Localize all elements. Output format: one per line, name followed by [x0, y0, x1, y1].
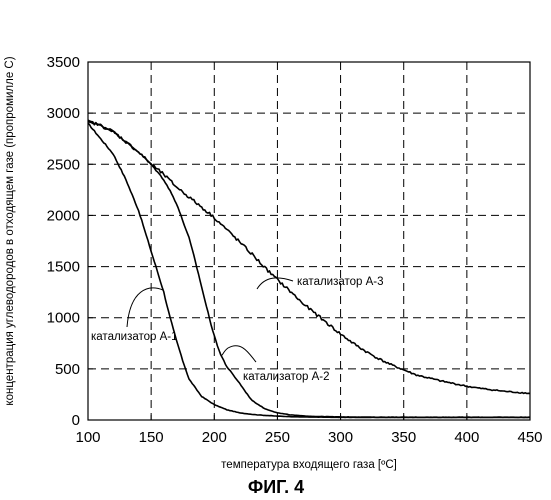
- x-tick-label: 150: [139, 429, 164, 446]
- annotation-leader: [127, 288, 163, 327]
- plot-frame: [88, 62, 530, 420]
- grid-lines: [88, 62, 530, 420]
- x-tick-label: 200: [202, 429, 227, 446]
- series-line-3: [88, 120, 530, 394]
- x-axis-label: температура входящего газа [ºC]: [221, 459, 397, 471]
- y-tick-label: 2500: [47, 156, 80, 173]
- annotations: катализатор А-1 катализатор А-2 катализато…: [91, 276, 384, 383]
- y-tick-label: 500: [55, 361, 80, 378]
- tick-marks: [88, 62, 530, 420]
- annotation-label: катализатор А-1: [91, 331, 178, 343]
- y-tick-label: 1000: [47, 310, 80, 327]
- y-tick-label: 2000: [47, 207, 80, 224]
- y-tick-label: 0: [72, 412, 80, 429]
- y-axis-label: концентрация углеводородов в отходящем г…: [4, 56, 16, 405]
- y-tick-label: 3000: [47, 105, 80, 122]
- x-tick-label: 100: [75, 429, 100, 446]
- y-tick-label: 1500: [47, 259, 80, 276]
- x-tick-label: 400: [454, 429, 479, 446]
- y-tick-label: 3500: [47, 54, 80, 71]
- x-tick-label: 250: [265, 429, 290, 446]
- x-tick-label: 300: [328, 429, 353, 446]
- figure-caption: ФИГ. 4: [248, 477, 304, 497]
- y-tick-labels: 0 500 1000 1500 2000 2500 3000 3500: [47, 54, 80, 429]
- x-tick-label: 350: [391, 429, 416, 446]
- x-tick-labels: 100 150 200 250 300 350 400 450: [75, 429, 542, 446]
- annotation-label: катализатор А-2: [243, 371, 330, 383]
- x-tick-label: 450: [517, 429, 542, 446]
- annotation-label: катализатор А-3: [297, 276, 384, 288]
- annotation-leader: [220, 346, 256, 362]
